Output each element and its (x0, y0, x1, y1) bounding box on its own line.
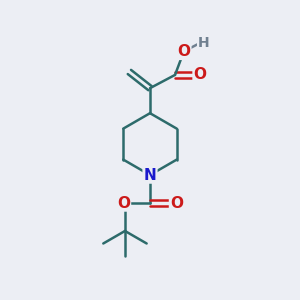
Text: O: O (170, 196, 183, 211)
Text: O: O (117, 196, 130, 211)
Text: H: H (198, 35, 210, 50)
Text: O: O (177, 44, 190, 59)
Text: N: N (144, 167, 156, 182)
Text: O: O (194, 68, 207, 82)
